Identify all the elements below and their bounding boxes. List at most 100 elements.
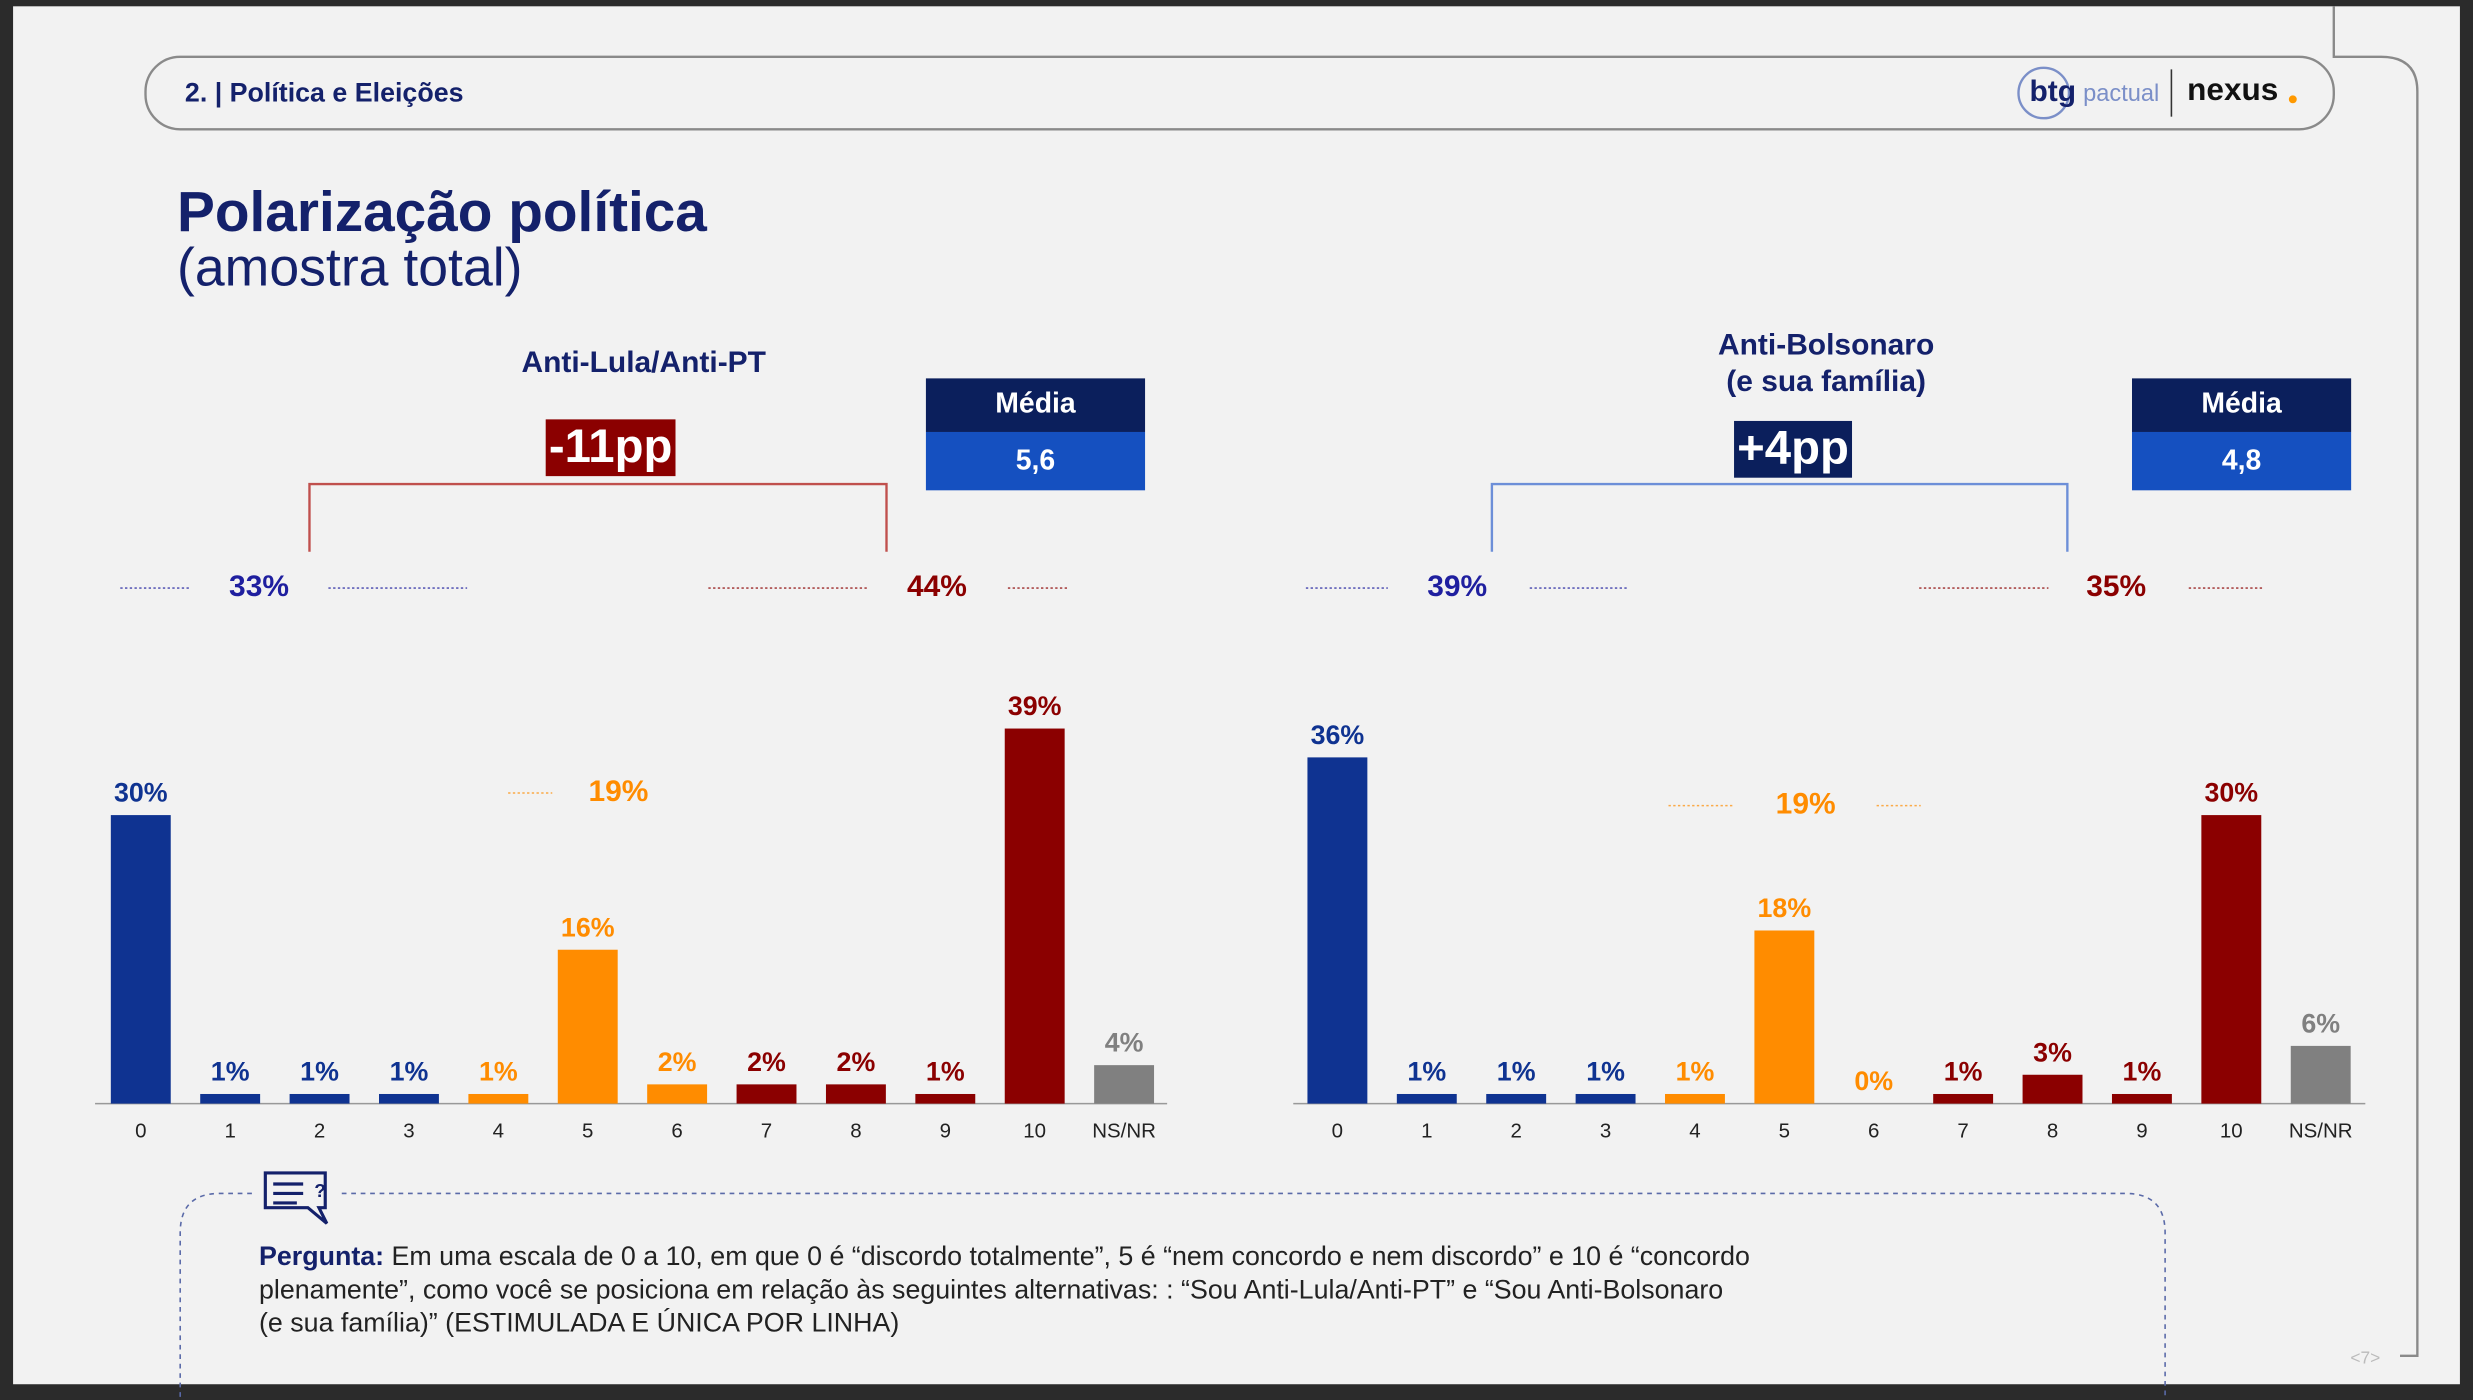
value-label: 30% [114,778,168,808]
page-number: <7> [2350,1348,2380,1368]
x-tick-label: 7 [761,1119,772,1142]
value-label: 6% [2301,1008,2340,1038]
group-label: 35% [2086,570,2146,603]
bar [647,1084,708,1104]
bar [1933,1093,1994,1104]
delta-box [1734,420,1853,478]
question-box [179,1192,2166,1400]
delta-label: +4pp [1737,421,1849,474]
chart-title: Anti-Bolsonaro [1718,329,1934,362]
value-label: 2% [747,1047,786,1077]
logo-dot [2288,95,2297,104]
x-tick-label: 6 [1868,1119,1879,1142]
bar [110,815,171,1104]
delta-box [545,419,676,477]
value-label: 1% [1586,1057,1625,1087]
group-label: 44% [907,570,967,603]
logo-nexus: nexus [2187,71,2278,107]
group-label: 19% [1776,788,1836,821]
bar [825,1084,886,1104]
bar [2022,1074,2083,1104]
value-label: 1% [1497,1057,1536,1087]
x-tick-label: 8 [850,1119,861,1142]
x-tick-label: 1 [1421,1119,1432,1142]
frame-line [2332,6,2419,1358]
x-tick-label: 8 [2047,1119,2058,1142]
bar [2201,815,2262,1104]
mean-value-box [2131,431,2352,491]
value-label: 1% [300,1057,339,1087]
value-label: 16% [561,912,615,942]
x-tick-label: 9 [2136,1119,2147,1142]
value-label: 1% [926,1057,965,1087]
bar [1307,757,1368,1104]
group-label: 33% [229,570,289,603]
value-label: 1% [2123,1057,2162,1087]
x-tick-label: 7 [1957,1119,1968,1142]
question-text: plenamente”, como você se posiciona em r… [259,1274,1723,1304]
slide-title: Polarização política [177,181,707,244]
x-tick-label: 10 [2220,1119,2243,1142]
question-label: Pergunta: [259,1241,384,1271]
x-tick-label: 2 [1510,1119,1521,1142]
x-tick-label: 3 [1600,1119,1611,1142]
bar [1094,1065,1155,1104]
value-label: 1% [1944,1057,1983,1087]
mean-value-box [925,431,1146,491]
value-label: 2% [837,1047,876,1077]
value-label: 4% [1105,1028,1144,1058]
slide-subtitle: (amostra total) [177,237,522,297]
x-tick-label: 5 [1779,1119,1790,1142]
group-label: 39% [1427,570,1487,603]
header-frame [144,55,2335,131]
value-label: 1% [1407,1057,1446,1087]
bar [1004,728,1065,1104]
value-label: 1% [211,1057,250,1087]
mean-value: 4,8 [2222,444,2261,476]
question-text: Em uma escala de 0 a 10, em que 0 é “dis… [392,1241,1750,1271]
question-text: (e sua família)” (ESTIMULADA E ÚNICA POR… [259,1306,899,1337]
logo-circle [2017,66,2071,120]
value-label: 3% [2033,1037,2072,1067]
bracket [308,482,888,552]
chart-title: Anti-Lula/Anti-PT [521,346,765,379]
logo-pactual: pactual [2083,81,2159,107]
svg-text:?: ? [314,1181,326,1202]
bar [289,1093,350,1104]
value-label: 1% [390,1057,429,1087]
logo-btg: btg [2030,75,2077,108]
bar [1396,1093,1457,1104]
bar [468,1093,529,1104]
x-tick-label: 9 [940,1119,951,1142]
bar [1486,1093,1547,1104]
x-tick-label: 3 [403,1119,414,1142]
value-label: 30% [2204,778,2258,808]
bracket [1490,482,2069,552]
slide-background [13,6,2460,1385]
bar [379,1093,439,1104]
question-line: Pergunta: Em uma escala de 0 a 10, em qu… [259,1241,1750,1271]
bar [200,1093,261,1104]
bar [915,1093,976,1104]
value-label: 1% [479,1057,518,1087]
x-tick-label: 4 [493,1119,504,1142]
x-tick-label: 4 [1689,1119,1700,1142]
bar [1754,930,1815,1104]
x-tick-label: 0 [135,1119,146,1142]
bar [557,949,618,1104]
x-tick-label: 5 [582,1119,593,1142]
x-tick-label: 0 [1332,1119,1343,1142]
x-tick-label: NS/NR [1092,1119,1156,1142]
mean-header-box [925,378,1146,432]
mean-value: 5,6 [1016,444,1055,476]
delta-label: -11pp [549,420,673,473]
value-label: 2% [658,1047,697,1077]
bar [2111,1093,2172,1104]
value-label: 39% [1008,691,1062,721]
value-label: 1% [1676,1057,1715,1087]
section-label: 2. | Política e Eleições [185,78,464,108]
bar [2290,1045,2351,1104]
x-tick-label: 2 [314,1119,325,1142]
